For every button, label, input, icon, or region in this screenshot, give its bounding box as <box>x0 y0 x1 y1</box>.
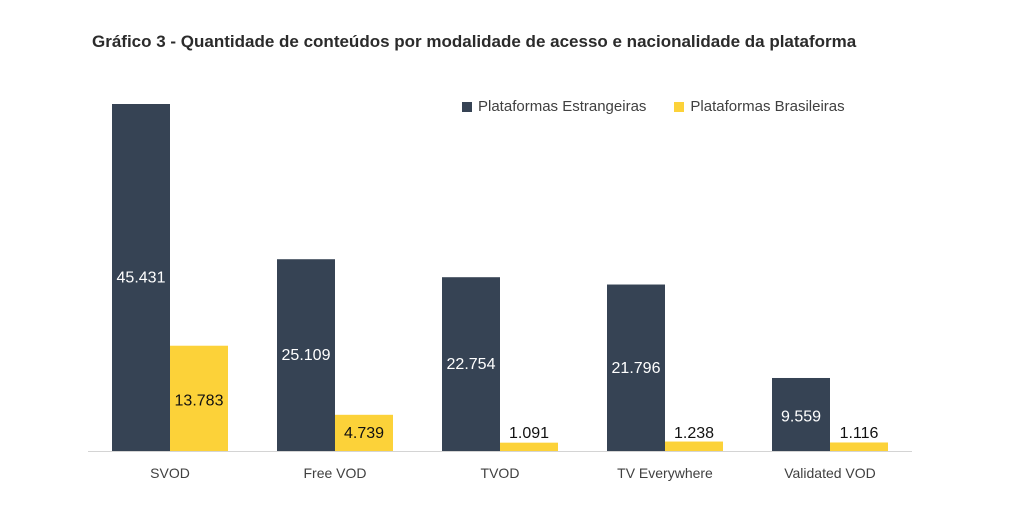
bar-foreign-2 <box>442 277 500 451</box>
category-label-4: Validated VOD <box>784 465 876 481</box>
data-label-foreign-3: 21.796 <box>612 360 661 377</box>
category-label-0: SVOD <box>150 465 190 481</box>
data-label-foreign-2: 22.754 <box>447 356 496 373</box>
legend-item-foreign: Plataformas Estrangeiras <box>462 98 646 115</box>
bar-foreign-1 <box>277 259 335 451</box>
data-label-brazilian-4: 1.116 <box>840 425 879 442</box>
category-label-3: TV Everywhere <box>617 465 713 481</box>
legend-label-foreign: Plataformas Estrangeiras <box>478 98 647 115</box>
bar-brazilian-2 <box>500 442 558 451</box>
data-label-foreign-4: 9.559 <box>781 408 821 425</box>
chart-legend: Plataformas Estrangeiras Plataformas Bra… <box>462 98 845 115</box>
data-label-brazilian-0: 13.783 <box>175 392 224 409</box>
category-label-1: Free VOD <box>303 465 366 481</box>
data-label-brazilian-2: 1.091 <box>509 425 549 442</box>
bar-brazilian-1 <box>335 414 393 451</box>
bar-foreign-0 <box>112 104 170 451</box>
legend-item-brazilian: Plataformas Brasileiras <box>674 98 845 115</box>
data-label-brazilian-1: 4.739 <box>344 425 384 442</box>
data-label-brazilian-3: 1.238 <box>674 425 714 442</box>
bar-brazilian-3 <box>665 441 723 451</box>
bar-foreign-3 <box>607 284 665 451</box>
data-label-foreign-0: 45.431 <box>117 270 166 287</box>
legend-swatch-brazilian <box>674 101 685 112</box>
chart-title: Gráfico 3 - Quantidade de conteúdos por … <box>92 32 857 51</box>
bar-brazilian-4 <box>830 442 888 451</box>
bar-brazilian-0 <box>170 345 228 451</box>
data-label-foreign-1: 25.109 <box>282 347 331 364</box>
bar-foreign-4 <box>772 377 830 451</box>
legend-swatch-foreign <box>462 101 472 112</box>
category-label-2: TVOD <box>481 465 520 481</box>
legend-label-brazilian: Plataformas Brasileiras <box>690 98 845 115</box>
